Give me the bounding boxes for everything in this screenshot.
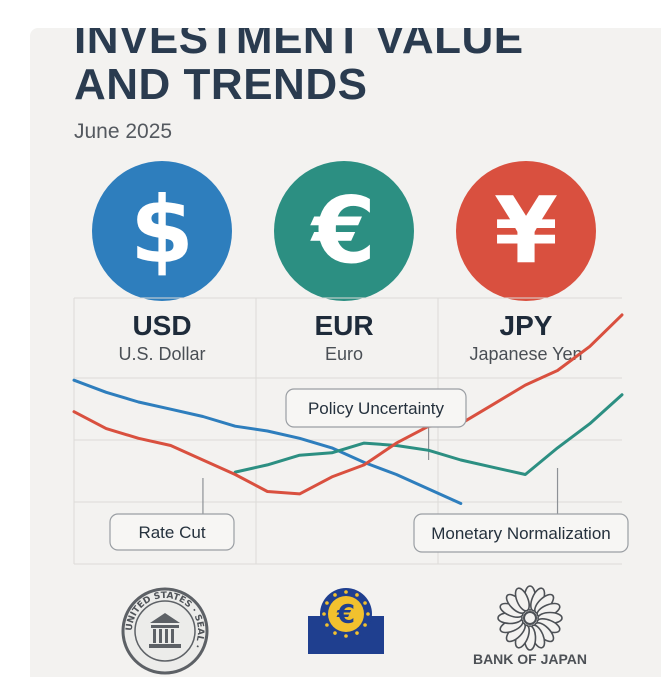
eur-symbol: € [311,177,376,284]
ecb-star [325,601,329,605]
jpy-coin-icon: ¥ [456,161,596,301]
ecb-logo-icon: € [308,588,384,654]
chrysanthemum-petal [514,587,530,612]
ecb-euro-symbol: € [336,600,355,630]
bank-of-japan-logo-icon: BANK OF JAPAN [473,585,587,667]
annotation-label: Policy Uncertainty [308,399,445,418]
ecb-stars [322,590,370,638]
ecb-star [325,623,329,627]
annotation-box [285,388,467,428]
usd-coin-icon: $ [92,161,232,301]
series-line-eur [233,393,624,476]
jpy-name: Japanese Yen [469,344,583,364]
annotation-label: Monetary Normalization [431,524,611,543]
ecb-star [363,623,367,627]
federal-reserve-seal-icon: UNITED STATES · SEAL · [121,587,209,675]
usd-name: U.S. Dollar [118,344,206,364]
eur-name: Euro [324,344,364,364]
series-line-jpy [72,313,624,496]
page-title: INVESTMENT VALUE AND TRENDS [74,28,524,109]
ecb-star [333,593,337,597]
annotation-label: Rate Cut [138,523,205,542]
eur-code: EUR [314,310,374,341]
ecb-star [344,634,348,638]
annotation-leaders [202,427,559,514]
ecb-star [355,631,359,635]
infographic-card: INVESTMENT VALUE AND TRENDS June 2025 $ … [30,28,661,677]
chrysanthemum-icon [497,585,563,651]
eur-coin-icon: € [274,161,414,301]
jpy-symbol: ¥ [493,177,558,284]
ecb-star [355,593,359,597]
ecb-star [322,612,326,616]
trend-chart: Rate Cut Policy Uncertainty Monetary Norma… [72,297,629,565]
series-line-usd [72,378,463,505]
series-lines [72,313,624,505]
annotation-box [413,513,629,553]
bank-of-japan-label: BANK OF JAPAN [473,651,587,667]
ecb-star [333,631,337,635]
ecb-star [363,601,367,605]
chart-grid [73,297,622,565]
annotation-box [109,513,235,551]
ecb-star [344,590,348,594]
usd-code: USD [132,310,192,341]
annotation-labels: Rate Cut Policy Uncertainty Monetary Norma… [109,388,629,553]
ecb-star [366,612,370,616]
usd-symbol: $ [129,177,194,284]
jpy-code: JPY [499,310,553,341]
page-subtitle: June 2025 [74,120,173,143]
